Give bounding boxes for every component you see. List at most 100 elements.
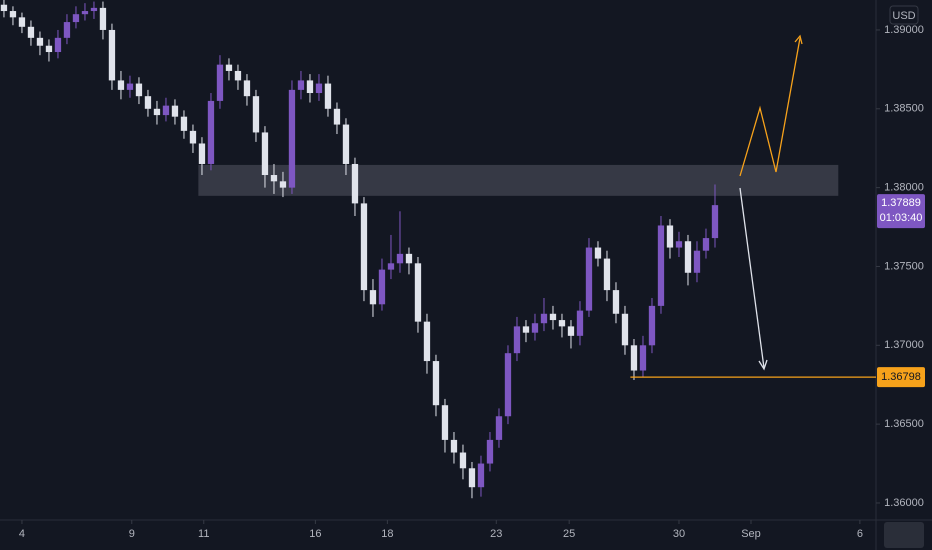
candle-body — [90, 7, 98, 12]
candle-body — [243, 80, 251, 97]
candle-body — [396, 253, 404, 264]
candle-body — [189, 130, 197, 144]
x-tick-label: 6 — [857, 528, 863, 540]
candle-body — [612, 290, 620, 314]
candle-body — [207, 100, 215, 164]
candle-body — [594, 247, 602, 259]
candle-body — [108, 29, 116, 81]
candle-body — [36, 37, 44, 46]
candle-body — [522, 326, 530, 333]
candle-body — [63, 22, 71, 38]
projection-down — [739, 187, 765, 369]
x-tick-label: 25 — [563, 528, 575, 540]
candle-body — [657, 225, 665, 306]
candle-body — [0, 4, 8, 12]
x-tick-label: 16 — [309, 528, 321, 540]
candle-body — [423, 321, 431, 362]
candle-body — [675, 241, 683, 248]
candle-body — [513, 326, 521, 354]
candle-body — [288, 89, 296, 188]
candle-body — [144, 96, 152, 109]
x-tick-label: 30 — [673, 528, 685, 540]
candle-body — [360, 203, 368, 291]
y-tick-label: 1.36000 — [884, 497, 924, 509]
candle-body — [711, 205, 719, 239]
candle-body — [495, 416, 503, 440]
price-box — [877, 194, 925, 229]
candle-body — [234, 70, 242, 81]
candle-body — [315, 83, 323, 94]
candle-body — [198, 143, 206, 164]
y-tick-label: 1.39000 — [884, 24, 924, 36]
candle-body — [621, 313, 629, 346]
candle-body — [126, 83, 134, 90]
countdown: 01:03:40 — [880, 212, 923, 224]
candle-body — [153, 108, 161, 116]
candle-body — [81, 11, 89, 15]
candle-body — [576, 310, 584, 336]
arrow-head — [794, 34, 803, 45]
candle-body — [351, 163, 359, 204]
current-price: 1.37889 — [881, 197, 921, 209]
candle-body — [450, 439, 458, 453]
y-tick-label: 1.37000 — [884, 339, 924, 351]
candle-body — [459, 452, 467, 469]
y-tick-label: 1.37500 — [884, 260, 924, 272]
candle-body — [387, 263, 395, 270]
level-label: 1.36798 — [881, 371, 921, 383]
candle-body — [270, 175, 278, 182]
candle-body — [405, 253, 413, 264]
candle-body — [117, 80, 125, 90]
y-tick-label: 1.38000 — [884, 182, 924, 194]
candle-body — [630, 345, 638, 371]
arrow-head — [758, 359, 768, 371]
candle-body — [441, 405, 449, 440]
candle-body — [252, 96, 260, 133]
candle-body — [648, 305, 656, 346]
candle-body — [279, 181, 287, 188]
candle-body — [135, 83, 143, 97]
currency-box[interactable] — [889, 5, 919, 25]
candle-body — [549, 313, 557, 321]
x-tick-label: 4 — [19, 528, 25, 540]
candle-body — [297, 80, 305, 90]
candle-body — [342, 124, 350, 164]
x-tick-label: 11 — [198, 528, 209, 540]
x-tick-label: Sep — [741, 528, 761, 540]
candle-body — [468, 468, 476, 488]
level-label-box — [877, 367, 925, 388]
candle-body — [477, 463, 485, 488]
candle-body — [432, 361, 440, 406]
candle-body — [702, 238, 710, 251]
candle-body — [585, 247, 593, 311]
projection-up — [739, 37, 801, 177]
currency: USD — [892, 10, 915, 22]
candle-body — [684, 241, 692, 273]
candle-body — [225, 64, 233, 71]
candle-body — [540, 313, 548, 324]
candle-body — [27, 26, 35, 38]
candle-body — [567, 326, 575, 336]
candle-body — [324, 83, 332, 109]
candle-body — [486, 439, 494, 464]
zone — [198, 164, 839, 196]
settings-button[interactable] — [884, 522, 924, 548]
candle-body — [666, 225, 674, 248]
candle-body — [162, 105, 170, 116]
candle-body — [99, 7, 107, 30]
candle-body — [531, 323, 539, 333]
candle-body — [9, 11, 17, 18]
plot-area — [0, 0, 839, 499]
candle-body — [378, 269, 386, 305]
candle-body — [639, 345, 647, 371]
candle-body — [369, 290, 377, 305]
candle-body — [18, 17, 26, 27]
x-tick-label: 18 — [381, 528, 393, 540]
candle-body — [414, 263, 422, 322]
candle-body — [261, 132, 269, 176]
candle-body — [72, 14, 80, 23]
candle-body — [306, 80, 314, 94]
y-tick-label: 1.38500 — [884, 103, 924, 115]
